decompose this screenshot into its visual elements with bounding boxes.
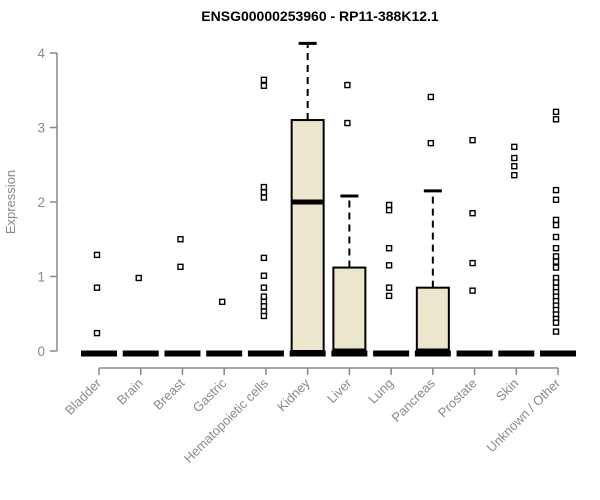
outlier-point [385,284,393,291]
zero-bar [456,350,493,357]
category-label: Pancreas [389,375,439,425]
outlier-point [385,292,393,300]
outlier-point [260,272,268,279]
outlier-point [260,284,268,291]
outlier-point [177,263,184,271]
outlier-point [511,171,518,179]
zero-bar [122,350,159,357]
outlier-point [469,287,476,294]
y-axis-title: Expression [3,170,18,234]
outlier-point [552,328,560,335]
outlier-point [385,262,393,269]
outlier-point [511,154,518,162]
outlier-point [260,303,268,310]
category-label: Prostate [435,376,480,421]
y-tick-label: 1 [37,269,45,284]
outlier-point [552,258,560,265]
outlier-point [552,319,560,326]
outlier-point [511,163,518,170]
outlier-point [469,209,476,217]
median-line [333,348,366,354]
category-label: Liver [324,375,355,406]
outlier-point [469,259,476,267]
outlier-point [260,293,268,300]
outlier-point [552,186,560,194]
outlier-point [427,139,435,147]
outlier-point [344,119,351,127]
outlier-point [93,329,101,337]
chart-title: ENSG00000253960 - RP11-388K12.1 [201,8,439,24]
zero-bar [540,350,577,357]
y-tick-label: 2 [37,195,45,210]
outlier-point [260,312,268,320]
zero-bar [373,350,410,357]
y-tick-label: 4 [37,46,45,61]
outlier-point [344,81,351,89]
median-line [291,199,324,205]
outlier-point [93,284,101,291]
outlier-point [552,244,560,252]
outlier-point [552,196,560,203]
outlier-point [260,183,268,191]
outlier-point [552,279,560,286]
category-label: Skin [493,376,521,404]
outlier-point [469,136,476,144]
category-label: Gastric [190,375,230,415]
category-label: Unknown / Other [484,375,564,455]
zero-bar [81,350,117,357]
outlier-point [511,143,518,151]
outlier-point [552,264,560,271]
outlier-point [427,93,435,101]
outlier-point [552,221,560,229]
category-label: Bladder [62,375,105,418]
box [415,286,450,352]
category-label: Lung [365,376,396,407]
outlier-point [385,244,393,252]
zero-bar [498,350,535,357]
outlier-point [177,236,184,243]
outlier-point [260,189,268,196]
outlier-point [93,251,101,259]
box [290,119,325,352]
zero-bar [289,350,326,357]
outlier-point [552,108,560,116]
zero-bar [164,350,201,357]
median-line [416,348,449,354]
category-label: Kidney [274,375,313,414]
y-tick-label: 3 [37,120,45,135]
category-label: Brain [114,376,146,408]
outlier-point [135,274,142,282]
outlier-point [218,298,226,306]
outlier-point [385,201,393,209]
category-label: Breast [150,375,187,412]
outlier-point [260,194,268,201]
zero-bar [247,350,284,357]
outlier-point [552,233,560,241]
outlier-point [552,253,560,260]
outlier-point [260,254,268,262]
outlier-point [552,116,560,123]
box [332,266,367,352]
y-tick-label: 0 [37,344,45,359]
outlier-point [552,216,560,224]
outlier-point [260,82,268,89]
outlier-point [260,76,268,84]
zero-bar [206,350,243,357]
outlier-point [385,206,393,214]
